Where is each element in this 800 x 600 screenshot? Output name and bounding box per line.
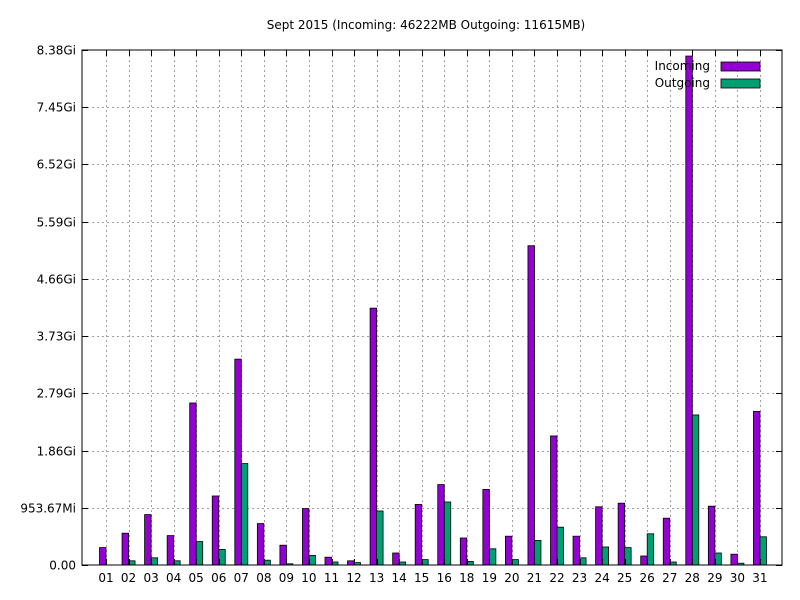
- x-tick-label: 20: [504, 571, 519, 585]
- bar-outgoing-21: [534, 539, 542, 566]
- y-tick-label: 4.66Gi: [37, 273, 76, 287]
- bar-incoming-19: [482, 488, 490, 566]
- x-tick-label: 03: [143, 571, 158, 585]
- y-tick-label: 2.79Gi: [37, 387, 76, 401]
- bar-incoming-11: [324, 556, 332, 566]
- x-tick-label: 14: [392, 571, 407, 585]
- bar-outgoing-28: [691, 414, 700, 566]
- x-tick-label: 19: [482, 571, 497, 585]
- bar-incoming-06: [211, 495, 220, 566]
- bar-incoming-10: [302, 508, 310, 566]
- bar-incoming-22: [550, 435, 558, 566]
- bar-incoming-05: [189, 402, 197, 566]
- legend-label-incoming: Incoming: [655, 59, 710, 73]
- bar-incoming-15: [414, 503, 423, 566]
- bar-incoming-26: [640, 555, 648, 566]
- y-tick-label: 8.38Gi: [37, 44, 76, 58]
- y-tick-label: 1.86Gi: [37, 445, 76, 459]
- y-tick-label: 7.45Gi: [37, 101, 76, 115]
- bar-outgoing-05: [195, 541, 204, 566]
- bar-outgoing-03: [150, 557, 159, 566]
- x-tick-label: 29: [707, 571, 722, 585]
- x-tick-label: 05: [189, 571, 204, 585]
- x-tick-label: 07: [234, 571, 249, 585]
- x-tick-label: 04: [166, 571, 181, 585]
- bar-incoming-29: [707, 505, 716, 566]
- y-tick-label: 6.52Gi: [37, 158, 76, 172]
- x-tick-label: 18: [459, 571, 474, 585]
- x-tick-label: 26: [640, 571, 655, 585]
- y-axis: 0.00 953.67Mi 1.86Gi 2.79Gi 3.73Gi 4.66Gi 5.59…: [20, 44, 782, 573]
- y-tick-label: 3.73Gi: [37, 330, 76, 344]
- grid: [82, 50, 782, 565]
- x-tick-label: 30: [730, 571, 745, 585]
- x-tick-label: 09: [279, 571, 294, 585]
- bar-outgoing-13: [376, 510, 384, 566]
- x-tick-label: 13: [369, 571, 384, 585]
- bars: [99, 55, 767, 566]
- bar-incoming-24: [595, 506, 603, 566]
- y-tick-label: 953.67Mi: [20, 502, 76, 516]
- x-tick-label: 10: [301, 571, 316, 585]
- x-tick-label: 15: [414, 571, 429, 585]
- bar-incoming-20: [504, 535, 513, 566]
- bar-incoming-30: [730, 553, 738, 566]
- legend: Incoming Outgoing: [655, 59, 761, 90]
- bar-outgoing-07: [240, 463, 249, 566]
- bar-outgoing-24: [601, 546, 609, 566]
- x-tick-label: 02: [121, 571, 136, 585]
- bar-incoming-08: [256, 523, 265, 566]
- legend-swatch-outgoing: [720, 78, 761, 89]
- bar-incoming-14: [392, 552, 400, 566]
- x-tick-label: 06: [211, 571, 226, 585]
- legend-label-outgoing: Outgoing: [655, 76, 710, 90]
- chart-title: Sept 2015 (Incoming: 46222MB Outgoing: 1…: [267, 18, 586, 32]
- bar-outgoing-26: [646, 533, 655, 566]
- y-tick-label: 5.59Gi: [37, 216, 76, 230]
- x-tick-label: 12: [346, 571, 361, 585]
- bar-incoming-13: [369, 307, 378, 566]
- bar-incoming-27: [662, 517, 671, 566]
- bar-incoming-18: [459, 537, 468, 566]
- bar-incoming-09: [279, 544, 287, 566]
- x-tick-label: 22: [549, 571, 564, 585]
- x-axis: 01 02 03 04 05 06 07 08 09 10 11 12 13 14 15 16 18 19 20 21…: [98, 50, 768, 585]
- y-tick-label: 0.00: [49, 559, 76, 573]
- x-tick-label: 31: [752, 571, 767, 585]
- x-tick-label: 27: [662, 571, 677, 585]
- bar-outgoing-19: [488, 548, 497, 566]
- bar-incoming-23: [572, 535, 580, 566]
- bar-outgoing-16: [443, 501, 452, 566]
- x-tick-label: 23: [572, 571, 587, 585]
- bar-incoming-21: [527, 245, 535, 566]
- x-tick-label: 16: [437, 571, 452, 585]
- bar-incoming-01: [99, 547, 107, 566]
- bar-incoming-28: [685, 55, 693, 566]
- bar-incoming-16: [437, 484, 445, 566]
- bar-incoming-31: [753, 410, 761, 566]
- bar-incoming-25: [617, 502, 626, 566]
- x-tick-label: 11: [324, 571, 339, 585]
- x-tick-label: 28: [685, 571, 700, 585]
- x-tick-label: 21: [527, 571, 542, 585]
- x-tick-label: 25: [617, 571, 632, 585]
- bar-incoming-12: [347, 560, 355, 566]
- legend-swatch-incoming: [720, 61, 761, 72]
- bar-incoming-04: [166, 535, 175, 566]
- bar-incoming-02: [121, 532, 129, 566]
- x-tick-label: 08: [256, 571, 271, 585]
- bar-incoming-03: [144, 514, 152, 566]
- x-tick-label: 01: [98, 571, 113, 585]
- plot-frame: [81, 49, 783, 566]
- bar-incoming-07: [234, 358, 242, 566]
- x-tick-label: 24: [594, 571, 609, 585]
